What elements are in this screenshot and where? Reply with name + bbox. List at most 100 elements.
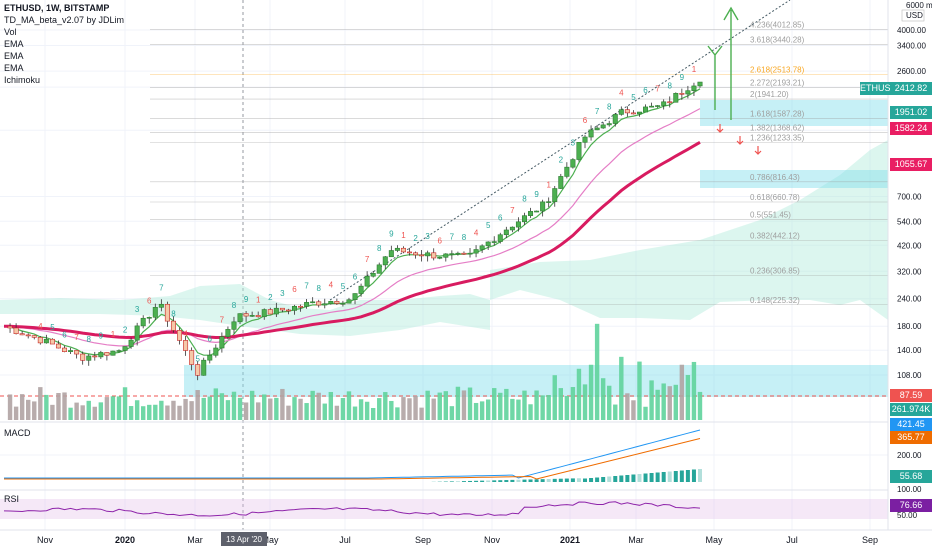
- td-count: 7: [220, 316, 225, 325]
- volume-bar: [116, 396, 122, 420]
- candle-body: [104, 352, 110, 356]
- candle-body: [376, 264, 382, 274]
- td-count: 7: [450, 233, 455, 242]
- td-count: 7: [159, 283, 164, 292]
- candle-body: [237, 313, 243, 323]
- fib-label: 3.618(3440.28): [750, 35, 805, 44]
- volume-bar: [98, 402, 104, 420]
- macd-histogram-bar: [570, 478, 575, 482]
- macd-histogram-bar: [613, 476, 618, 482]
- volume-bar: [231, 391, 237, 420]
- candle-body: [285, 309, 291, 312]
- td-count: 1: [256, 296, 261, 305]
- volume-bar: [219, 393, 225, 420]
- down-arrow-icon: [754, 146, 762, 155]
- indicator-label[interactable]: EMA: [4, 39, 24, 49]
- volume-bar: [534, 390, 539, 420]
- candle-body: [316, 301, 322, 306]
- macd-histogram-bar: [534, 479, 539, 482]
- volume-bar: [582, 384, 588, 420]
- fib-label: 2(1941.20): [750, 90, 789, 99]
- td-count: 6: [583, 116, 588, 125]
- candle-body: [515, 221, 521, 228]
- volume-bar: [310, 390, 315, 420]
- volume-bar: [286, 405, 291, 420]
- price-tick-label: 108.00: [897, 371, 922, 380]
- rsi-tick-label: 50.00: [897, 511, 918, 520]
- indicator-label[interactable]: EMA: [4, 63, 24, 73]
- candle-body: [406, 251, 412, 254]
- candle-body: [13, 327, 19, 334]
- candle-body: [528, 211, 534, 216]
- volume-bar: [552, 375, 557, 420]
- candle-body: [467, 252, 473, 255]
- macd-tick-label: 200.00: [897, 451, 922, 460]
- volume-bar: [364, 401, 370, 420]
- candle-body: [521, 215, 527, 223]
- volume-bar: [546, 395, 551, 420]
- td-count: 7: [365, 255, 370, 264]
- price-tick-label: 4000.00: [897, 26, 926, 35]
- volume-bar: [44, 394, 49, 420]
- price-tag-ema-mid: 1582.24: [890, 122, 932, 135]
- td-count: 6: [208, 334, 213, 343]
- td-count: 6: [438, 236, 443, 245]
- candle-body: [473, 249, 479, 254]
- volume-bar: [80, 405, 85, 420]
- candle-body: [673, 93, 679, 103]
- volume-bar: [594, 323, 600, 420]
- td-count: 6: [353, 273, 358, 282]
- volume-bar: [165, 405, 170, 420]
- candle-body: [546, 201, 552, 203]
- macd-histogram-bar: [583, 478, 588, 482]
- price-tick-label: 540.00: [897, 217, 922, 226]
- macd-histogram-bar: [661, 472, 666, 482]
- macd-line: [4, 429, 701, 479]
- symbol-tag: ETHUSD: [860, 82, 898, 95]
- up-arrow-icon: [723, 6, 739, 120]
- td-count: 8: [668, 81, 673, 90]
- indicator-label[interactable]: Ichimoku: [4, 75, 41, 85]
- candle-body: [231, 321, 237, 330]
- td-count: 1: [546, 181, 551, 190]
- td-count: 7: [74, 333, 79, 342]
- indicator-label[interactable]: TD_MA_beta_v2.07 by JDLim: [4, 15, 125, 25]
- volume-bar: [74, 402, 79, 420]
- volume-bar: [485, 399, 491, 420]
- candle-body: [68, 350, 74, 352]
- rsi-label[interactable]: RSI: [4, 494, 20, 504]
- time-tick-label: Mar: [628, 535, 644, 545]
- support-zone-2: [700, 170, 888, 188]
- td-count: 6: [62, 331, 67, 340]
- volume-bar: [667, 386, 672, 420]
- macd-histogram-bar: [546, 479, 551, 482]
- candle-body: [497, 234, 503, 242]
- indicator-label[interactable]: EMA: [4, 51, 24, 61]
- candle-body: [328, 301, 334, 305]
- macd-label[interactable]: MACD: [4, 428, 31, 438]
- candle-body: [86, 355, 92, 361]
- indicator-label[interactable]: Vol: [4, 27, 17, 37]
- td-count: 2: [559, 155, 564, 164]
- candle-body: [431, 252, 437, 259]
- volume-bar: [576, 368, 582, 420]
- volume-bar: [607, 385, 612, 420]
- time-tick-label: May: [705, 535, 723, 545]
- candle-body: [576, 142, 582, 160]
- candle-body: [661, 101, 667, 106]
- candle-body: [267, 309, 273, 315]
- volume-bar: [467, 387, 473, 420]
- candle-body: [310, 301, 316, 304]
- volume-bar: [189, 401, 194, 420]
- td-count: 4: [474, 229, 479, 238]
- macd-histogram-bar: [492, 480, 497, 482]
- macd-histogram-bar: [455, 481, 460, 482]
- fib-label: 2.618(2513.78): [750, 65, 805, 74]
- fib-label: 0.618(660.78): [750, 193, 800, 202]
- candle-body: [146, 316, 152, 319]
- up-arrow-icon: [707, 45, 723, 110]
- volume-bar: [183, 398, 188, 420]
- rsi-tick-label: 100.00: [897, 485, 922, 494]
- td-count: 9: [99, 331, 104, 340]
